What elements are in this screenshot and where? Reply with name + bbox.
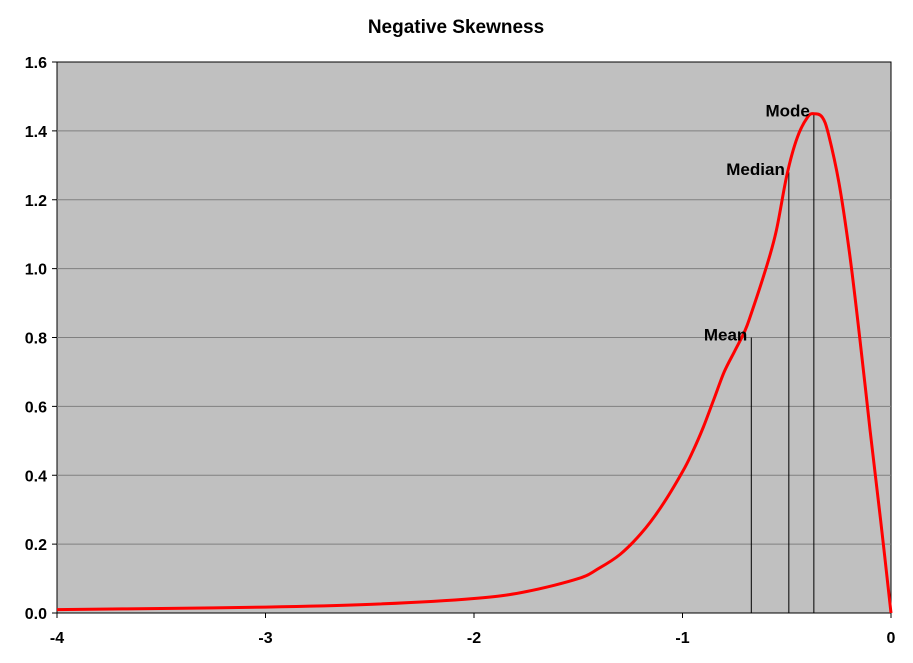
y-tick-label: 0.4	[25, 468, 47, 485]
annotation-median: Median	[726, 160, 785, 179]
y-tick-label: 0.6	[25, 399, 47, 416]
x-tick-label: 0	[887, 630, 896, 647]
x-tick-label: -1	[675, 630, 689, 647]
chart-title: Negative Skewness	[368, 17, 544, 38]
series-line	[56, 112, 893, 614]
y-tick-label: 1.6	[25, 55, 47, 72]
y-tick-label: 1.0	[25, 262, 47, 279]
y-tick-label: 0.0	[25, 606, 47, 623]
annotation-mean: Mean	[704, 326, 747, 345]
annotation-mode: Mode	[765, 102, 809, 121]
x-tick-label: -2	[467, 630, 481, 647]
x-tick-label: -3	[258, 630, 272, 647]
x-tick-label: -4	[50, 630, 64, 647]
y-tick-label: 0.2	[25, 537, 47, 554]
y-tick-label: 1.2	[25, 193, 47, 210]
y-tick-label: 1.4	[25, 124, 47, 141]
y-tick-label: 0.8	[25, 331, 47, 348]
